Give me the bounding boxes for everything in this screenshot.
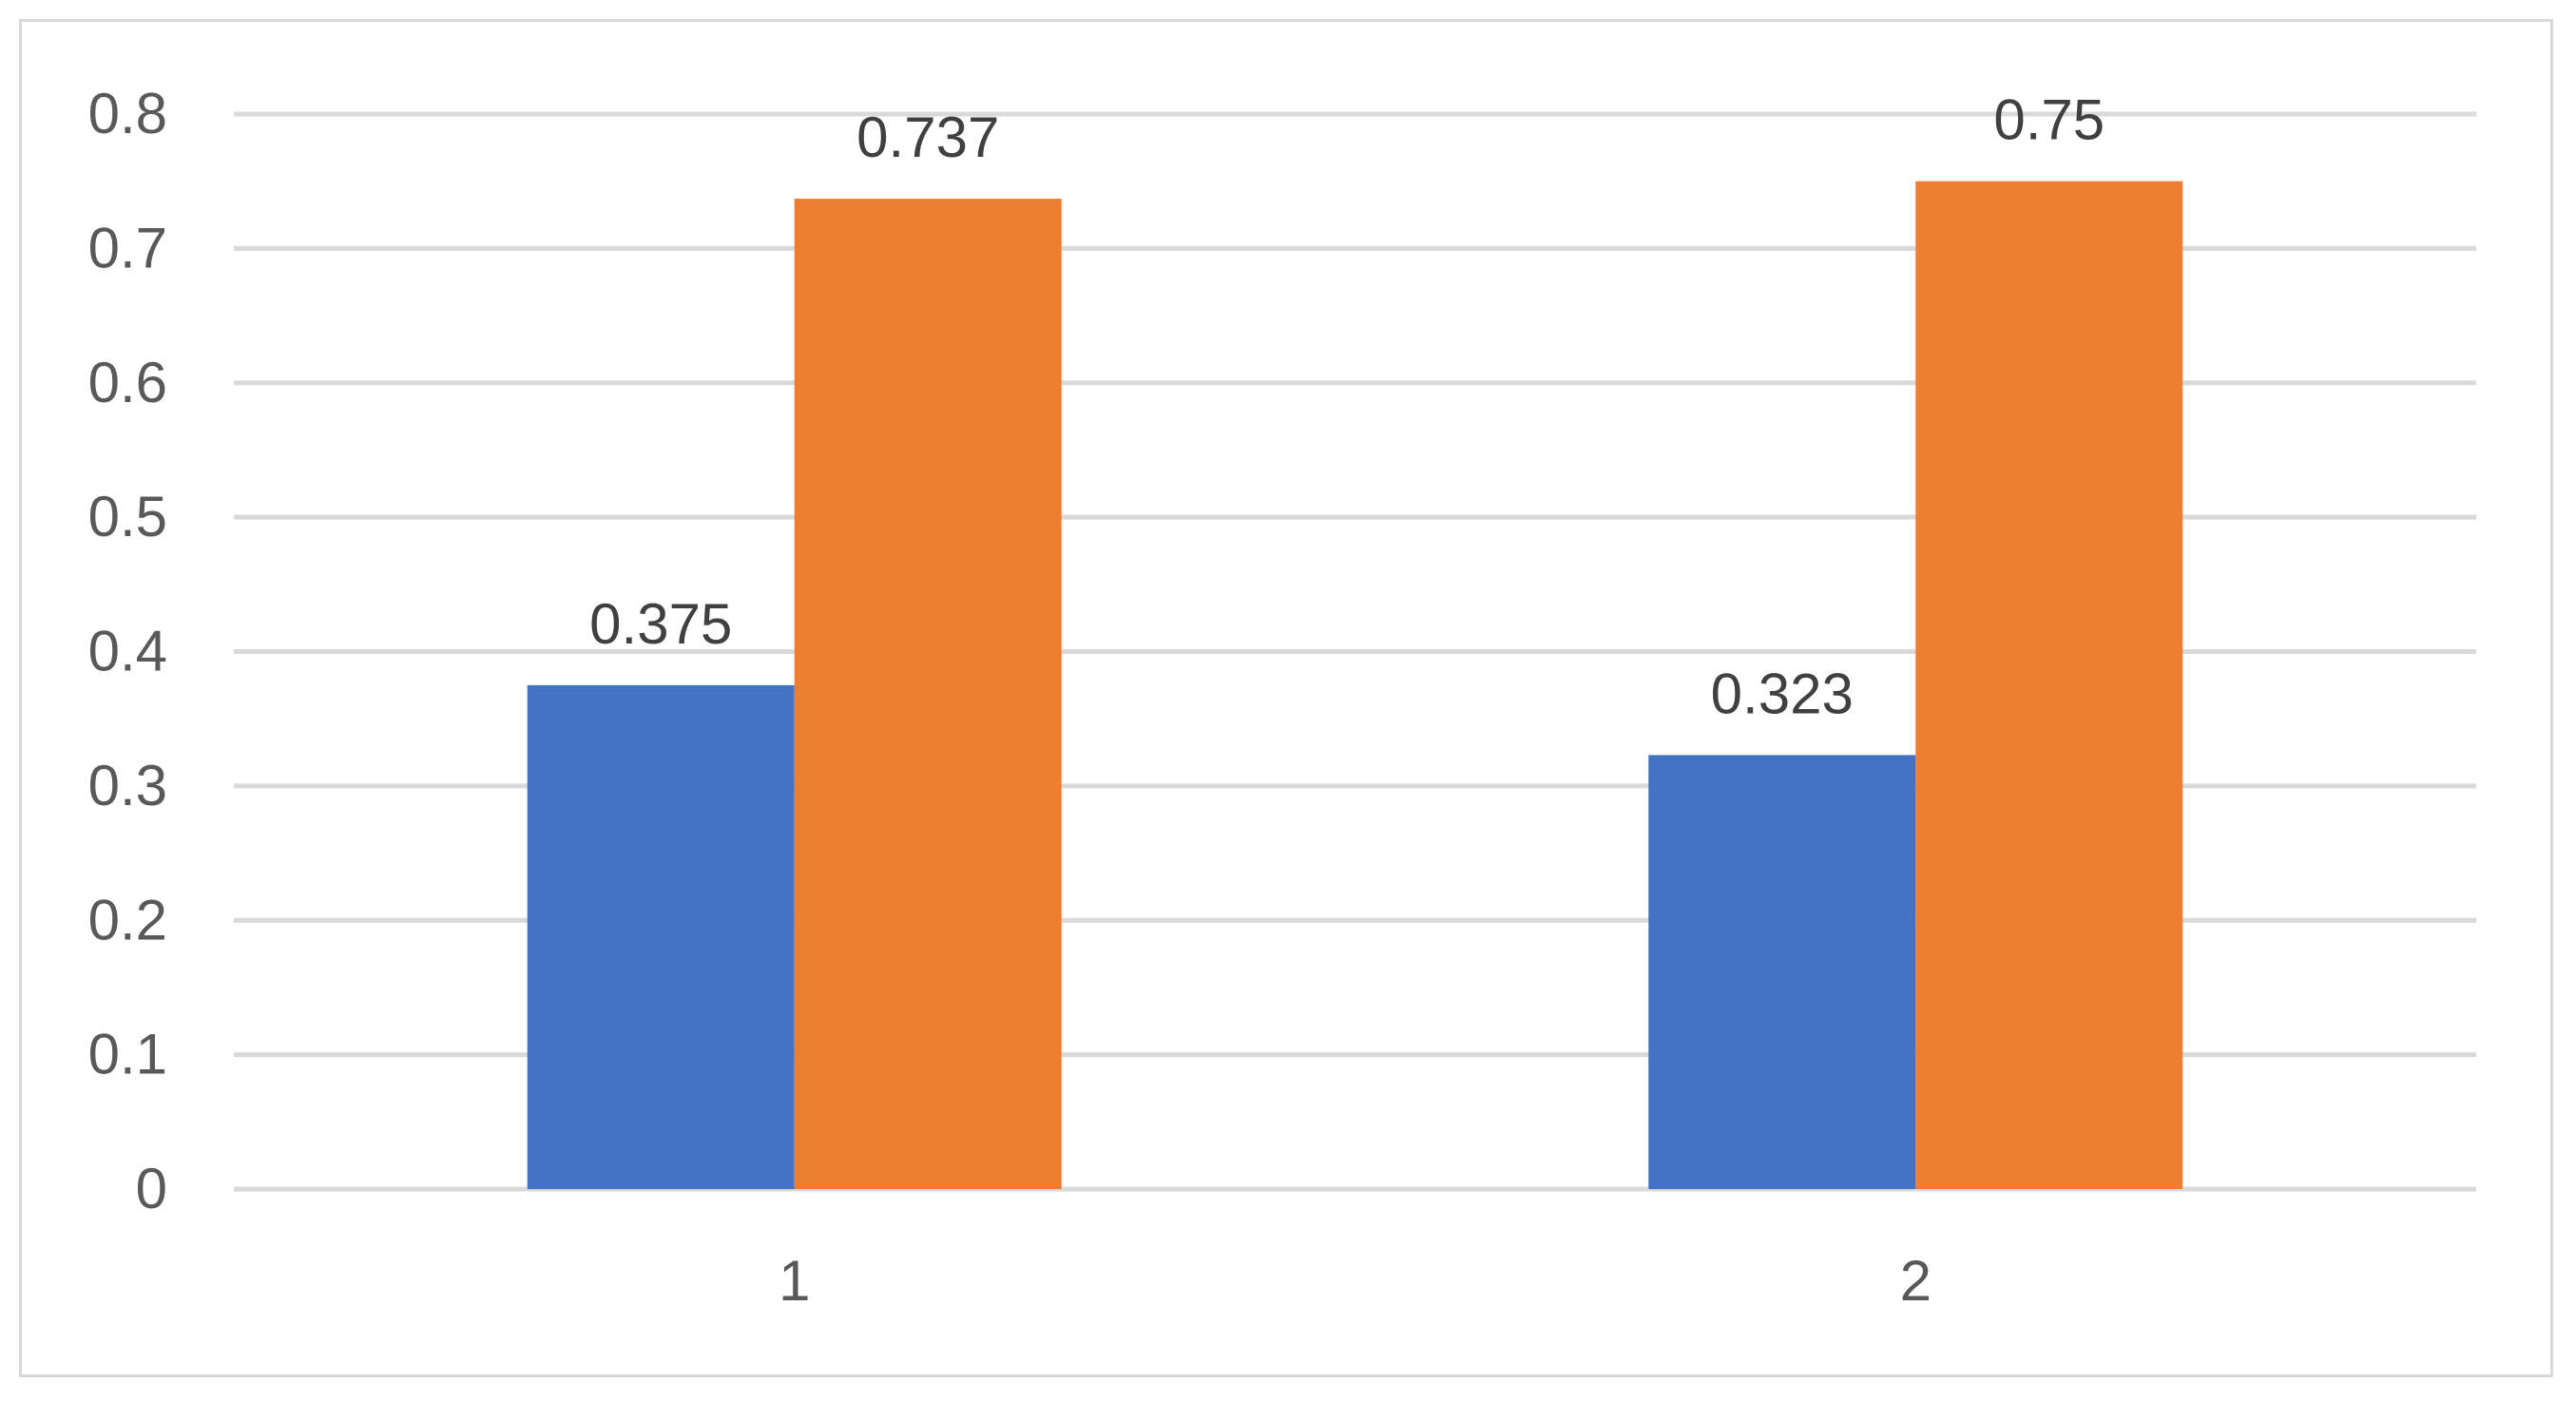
y-tick-label: 0	[136, 1157, 167, 1220]
bar-series1-category-1	[527, 684, 795, 1189]
data-labels: 0.375 0.737 0.323 0.75	[589, 88, 2105, 726]
x-tick-label: 1	[779, 1249, 810, 1313]
y-tick-label: 0.2	[88, 888, 167, 951]
data-label: 0.737	[856, 106, 999, 169]
data-label: 0.323	[1711, 662, 1854, 725]
data-label: 0.75	[1993, 88, 2105, 152]
x-tick-label: 2	[1900, 1249, 1932, 1313]
y-tick-label: 0.8	[88, 82, 167, 145]
bar-series2-category-1	[794, 199, 1062, 1189]
chart-frame: 0 0.1 0.2 0.3 0.4 0.5 0.6 0.7 0.8 0.375 0.737 0.32…	[19, 19, 2553, 1377]
y-tick-label: 0.7	[88, 216, 167, 279]
data-label: 0.375	[589, 592, 732, 656]
y-tick-label: 0.3	[88, 754, 167, 817]
bars	[527, 181, 2183, 1189]
bar-chart: 0 0.1 0.2 0.3 0.4 0.5 0.6 0.7 0.8 0.375 0.737 0.32…	[88, 82, 2476, 1313]
bar-series1-category-2	[1648, 755, 1916, 1189]
bar-series2-category-2	[1915, 181, 2183, 1189]
y-axis-tick-labels: 0 0.1 0.2 0.3 0.4 0.5 0.6 0.7 0.8	[88, 82, 167, 1220]
y-tick-label: 0.5	[88, 485, 167, 548]
y-tick-label: 0.6	[88, 351, 167, 414]
y-tick-label: 0.1	[88, 1023, 167, 1086]
y-tick-label: 0.4	[88, 620, 167, 683]
